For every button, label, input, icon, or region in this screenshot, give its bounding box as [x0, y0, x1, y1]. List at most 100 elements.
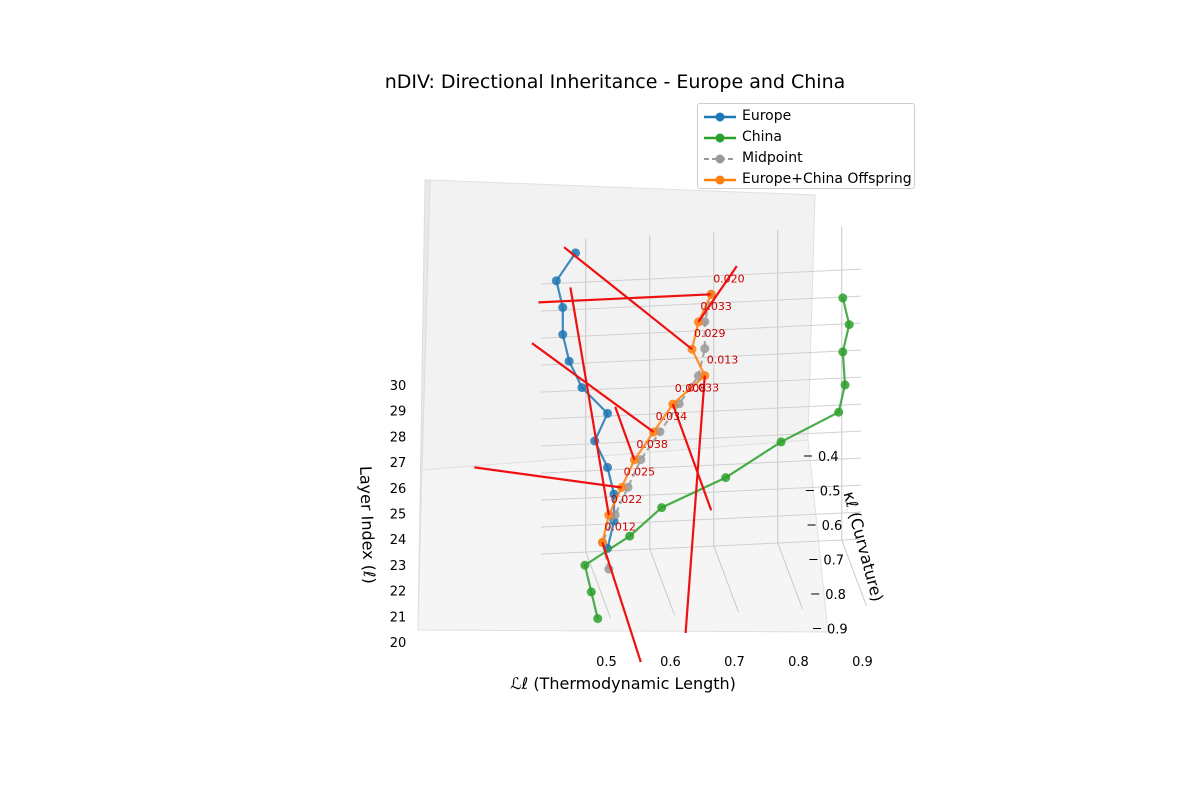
data-point: [844, 320, 854, 330]
value-annotation: 0.033: [688, 382, 720, 395]
data-point: [609, 489, 619, 499]
z-gridline: [540, 295, 861, 312]
y-tick-label: 0.9: [827, 623, 848, 638]
data-point: [558, 330, 568, 339]
y-tick-label: 0.5: [820, 485, 841, 500]
chart-title: nDIV: Directional Inheritance - Europe a…: [385, 71, 846, 93]
z-gridline: [540, 457, 861, 474]
data-point: [586, 587, 596, 597]
z-tick-label: 20: [390, 636, 407, 651]
data-point: [593, 614, 603, 624]
series-line: [583, 297, 851, 619]
x-tick-label: 0.5: [596, 655, 617, 670]
legend-item-offspring: Europe+China Offspring: [698, 170, 914, 190]
series-line: [601, 293, 713, 543]
data-point: [636, 455, 646, 465]
data-point: [834, 407, 844, 417]
data-point: [603, 462, 613, 472]
data-point: [840, 380, 850, 390]
data-point: [610, 510, 620, 520]
annotations: 0.0120.0220.0250.0380.0340.0080.0330.013…: [604, 272, 744, 533]
legend-label: Europe: [742, 108, 792, 124]
direction-line: [569, 287, 610, 516]
data-point: [580, 560, 590, 570]
value-annotation: 0.038: [636, 438, 668, 451]
y-axis-label: κℓ (Curvature): [839, 489, 887, 603]
x-tick-label: 0.6: [660, 655, 681, 670]
z-gridline: [540, 484, 861, 501]
value-annotation: 0.025: [624, 466, 656, 479]
series-line: [555, 252, 616, 549]
z-tick-label: 27: [390, 456, 407, 471]
value-annotation: 0.029: [694, 327, 726, 340]
y-tick-label: 0.6: [822, 519, 843, 534]
direction-line: [671, 403, 713, 511]
direction-line: [531, 342, 655, 433]
x-tick-label: 0.9: [852, 655, 873, 670]
value-annotation: 0.013: [707, 354, 739, 367]
axes: 0.5 0.6 0.7 0.8 0.9 0.4 0.5 0.6 0.7 0.8 0.9 20 21 22 2…: [390, 379, 873, 670]
data-point: [551, 276, 561, 286]
z-tick-label: 30: [390, 379, 407, 394]
y-tick-label: 0.7: [823, 554, 844, 569]
data-point: [623, 482, 633, 492]
value-annotation: 0.022: [611, 493, 643, 506]
legend-item-midpoint: Midpoint: [698, 149, 914, 169]
z-tick-label: 29: [390, 405, 407, 420]
data-point: [700, 317, 710, 327]
data-point: [838, 347, 848, 357]
legend-label: Europe+China Offspring: [742, 171, 912, 187]
legend: Europe China Midpoint Europe+China Offsp…: [697, 103, 915, 189]
x-tick-label: 0.7: [724, 655, 745, 670]
y-tick-label: 0.4: [818, 450, 839, 465]
data-point: [577, 383, 587, 393]
z-gridline: [540, 511, 861, 528]
z-tick-label: 26: [390, 482, 407, 497]
x-floor-gridline: [777, 542, 803, 610]
z-gridline: [540, 268, 861, 285]
direction-line: [474, 466, 622, 489]
value-annotation: 0.020: [713, 272, 745, 285]
back-pane: [421, 179, 816, 471]
legend-label: China: [742, 129, 782, 145]
data-point: [655, 427, 665, 437]
value-annotation: 0.012: [604, 520, 636, 533]
data-point: [700, 344, 710, 354]
data-point: [838, 293, 848, 303]
z-gridline: [540, 322, 861, 339]
value-annotation: 0.033: [700, 300, 732, 313]
z-tick-label: 22: [390, 585, 407, 600]
direction-lines: [474, 246, 738, 663]
value-annotation: 0.008: [675, 382, 707, 395]
z-tick-label: 28: [390, 430, 407, 445]
legend-item-china: China: [698, 128, 914, 148]
direction-line: [697, 265, 738, 323]
x-floor-gridline: [713, 545, 739, 613]
direction-line: [538, 293, 712, 304]
y-tick-label: 0.8: [825, 588, 846, 603]
direction-line: [684, 375, 706, 634]
z-gridline: [540, 538, 861, 555]
legend-item-europe: Europe: [698, 107, 914, 127]
data-point: [721, 473, 731, 483]
x-axis-label: ℒℓ (Thermodynamic Length): [510, 674, 736, 693]
direction-line: [601, 542, 642, 663]
z-tick-label: 23: [390, 559, 407, 574]
z-tick-label: 21: [390, 610, 407, 625]
data-point: [564, 356, 574, 366]
x-floor-gridline: [649, 548, 675, 616]
z-gridline: [540, 403, 861, 420]
z-tick-label: 25: [390, 508, 407, 523]
data-point: [625, 531, 635, 541]
x-tick-label: 0.8: [788, 655, 809, 670]
floor-pane: [417, 439, 829, 633]
data-point: [558, 303, 568, 312]
data-point: [657, 503, 667, 513]
legend-label: Midpoint: [742, 150, 803, 166]
value-annotation: 0.034: [656, 410, 688, 423]
z-gridline: [540, 349, 861, 366]
data-point: [776, 437, 786, 447]
z-tick-label: 24: [390, 533, 407, 548]
z-axis-label: Layer Index (ℓ): [356, 466, 379, 585]
